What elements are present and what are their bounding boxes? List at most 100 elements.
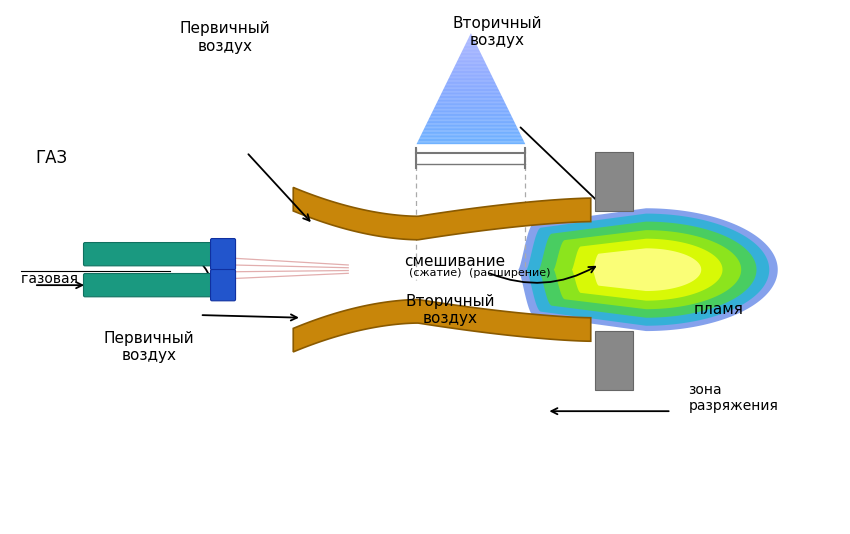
Polygon shape	[467, 40, 475, 42]
Polygon shape	[459, 57, 483, 58]
FancyBboxPatch shape	[211, 239, 235, 270]
Polygon shape	[469, 35, 473, 36]
Polygon shape	[421, 135, 521, 136]
Polygon shape	[454, 66, 488, 68]
Text: зона
разряжения: зона разряжения	[688, 383, 779, 413]
Bar	[595, 152, 633, 211]
Polygon shape	[460, 54, 482, 56]
Polygon shape	[432, 111, 510, 112]
Polygon shape	[539, 222, 756, 318]
Polygon shape	[428, 119, 513, 121]
Polygon shape	[436, 103, 506, 104]
Polygon shape	[439, 97, 503, 98]
Polygon shape	[449, 76, 493, 77]
Polygon shape	[447, 80, 495, 82]
Polygon shape	[446, 82, 496, 83]
Polygon shape	[459, 56, 483, 57]
Polygon shape	[452, 70, 490, 72]
Polygon shape	[468, 37, 473, 38]
Polygon shape	[425, 126, 517, 128]
Text: Первичный
воздух: Первичный воздух	[180, 21, 270, 54]
Polygon shape	[443, 89, 499, 90]
Polygon shape	[293, 187, 591, 240]
Polygon shape	[422, 130, 519, 132]
Polygon shape	[442, 90, 500, 91]
Polygon shape	[592, 248, 701, 291]
Polygon shape	[442, 91, 500, 93]
Polygon shape	[439, 98, 503, 100]
Polygon shape	[462, 50, 479, 51]
Polygon shape	[441, 93, 501, 94]
Polygon shape	[423, 129, 518, 130]
Polygon shape	[425, 125, 517, 126]
Polygon shape	[468, 38, 474, 40]
FancyBboxPatch shape	[83, 273, 227, 297]
Polygon shape	[458, 58, 484, 59]
Polygon shape	[572, 239, 722, 301]
Polygon shape	[456, 61, 485, 62]
Polygon shape	[448, 79, 494, 80]
Polygon shape	[465, 44, 477, 45]
Polygon shape	[439, 96, 502, 97]
Text: смешивание: смешивание	[405, 254, 505, 269]
Polygon shape	[428, 118, 513, 119]
Polygon shape	[435, 105, 507, 107]
Polygon shape	[418, 140, 524, 142]
Polygon shape	[417, 142, 524, 143]
Polygon shape	[453, 68, 489, 69]
Polygon shape	[433, 109, 509, 111]
Polygon shape	[466, 43, 476, 44]
Polygon shape	[434, 108, 508, 109]
Polygon shape	[461, 52, 481, 54]
Polygon shape	[428, 121, 514, 122]
Text: ГАЗ: ГАЗ	[36, 148, 68, 167]
Polygon shape	[434, 107, 507, 108]
Polygon shape	[455, 65, 487, 66]
Polygon shape	[435, 104, 507, 105]
Polygon shape	[462, 49, 479, 50]
Text: Первичный
воздух: Первичный воздух	[104, 331, 194, 364]
Polygon shape	[422, 132, 520, 133]
Polygon shape	[450, 73, 491, 75]
Polygon shape	[440, 94, 502, 96]
Polygon shape	[437, 101, 505, 103]
Polygon shape	[420, 136, 522, 137]
Bar	[595, 331, 633, 390]
Text: Вторичный
воздух: Вторичный воздух	[452, 16, 542, 49]
Polygon shape	[451, 72, 490, 73]
FancyBboxPatch shape	[83, 242, 227, 266]
Polygon shape	[456, 64, 486, 65]
Polygon shape	[457, 59, 484, 61]
Polygon shape	[456, 62, 486, 64]
Text: пламя: пламя	[694, 302, 743, 317]
Text: газовая форсунка: газовая форсунка	[21, 272, 154, 286]
Polygon shape	[450, 75, 492, 76]
Polygon shape	[429, 116, 513, 118]
Polygon shape	[431, 114, 511, 115]
Polygon shape	[438, 100, 504, 101]
Polygon shape	[432, 112, 510, 114]
Polygon shape	[452, 69, 490, 70]
Polygon shape	[464, 45, 478, 47]
Polygon shape	[462, 51, 480, 52]
Text: (расширение): (расширение)	[469, 268, 551, 278]
Polygon shape	[419, 137, 523, 139]
Polygon shape	[426, 123, 516, 125]
Polygon shape	[293, 300, 591, 352]
Polygon shape	[449, 77, 493, 79]
Text: Вторичный
воздух: Вторичный воздух	[405, 294, 496, 326]
Polygon shape	[466, 42, 476, 43]
Polygon shape	[444, 87, 498, 89]
Polygon shape	[416, 143, 525, 144]
Polygon shape	[445, 84, 496, 86]
FancyBboxPatch shape	[211, 270, 235, 301]
Polygon shape	[418, 139, 524, 140]
Polygon shape	[445, 83, 496, 84]
Text: (сжатие): (сжатие)	[409, 268, 462, 278]
Polygon shape	[445, 86, 497, 87]
Polygon shape	[518, 208, 778, 331]
Polygon shape	[427, 122, 515, 123]
Polygon shape	[469, 36, 473, 37]
Polygon shape	[553, 230, 741, 309]
Polygon shape	[463, 47, 479, 49]
